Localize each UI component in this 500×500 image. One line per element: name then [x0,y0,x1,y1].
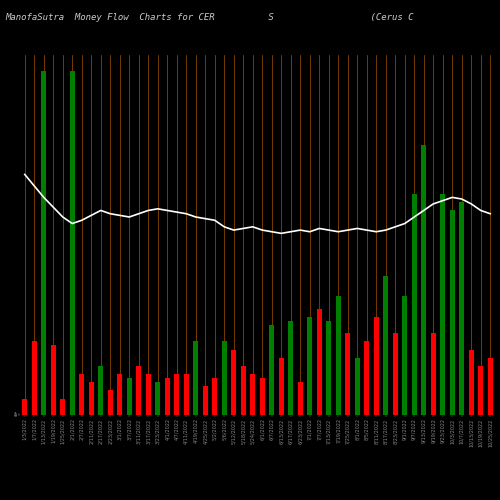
Bar [32,342,37,415]
Bar [440,194,446,415]
Bar [402,296,407,415]
Bar [260,378,265,415]
Text: ManofaSutra  Money Flow  Charts for CER          S                  (Cerus C: ManofaSutra Money Flow Charts for CER S … [5,12,414,22]
Bar [70,72,75,415]
Bar [345,333,350,415]
Bar [174,374,180,415]
Bar [288,321,294,415]
Bar [212,378,218,415]
Bar [60,398,66,415]
Bar [222,342,227,415]
Bar [383,276,388,415]
Bar [184,374,189,415]
Bar [354,358,360,415]
Bar [126,378,132,415]
Bar [50,346,56,415]
Bar [488,358,493,415]
Bar [450,210,455,415]
Bar [430,333,436,415]
Bar [88,382,94,415]
Bar [136,366,141,415]
Bar [117,374,122,415]
Bar [108,390,113,415]
Bar [374,317,379,415]
Bar [98,366,103,415]
Bar [22,398,28,415]
Bar [79,374,84,415]
Bar [316,308,322,415]
Bar [146,374,151,415]
Bar [307,317,312,415]
Bar [278,358,284,415]
Bar [298,382,303,415]
Bar [269,325,274,415]
Bar [193,342,198,415]
Bar [421,145,426,415]
Bar [336,296,341,415]
Bar [468,350,474,415]
Bar [364,342,370,415]
Bar [155,382,160,415]
Bar [41,72,46,415]
Bar [392,333,398,415]
Bar [478,366,484,415]
Bar [202,386,208,415]
Bar [459,202,464,415]
Bar [326,321,332,415]
Bar [231,350,236,415]
Bar [164,378,170,415]
Bar [240,366,246,415]
Bar [250,374,256,415]
Bar [412,194,417,415]
